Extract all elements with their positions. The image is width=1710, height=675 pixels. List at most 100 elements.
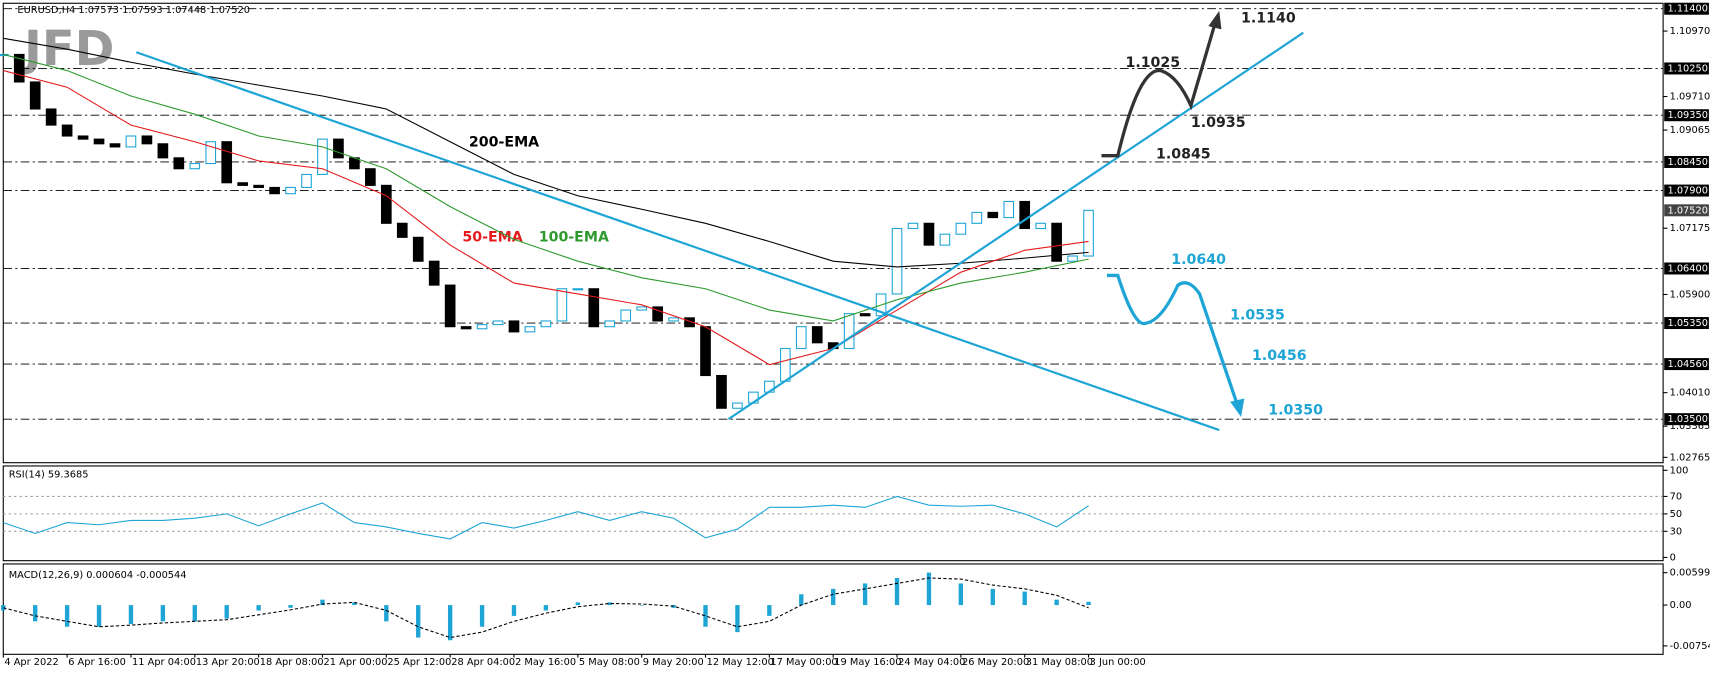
arrow-head: [1230, 398, 1245, 417]
candle: [1019, 200, 1031, 230]
y-tick-label: 1.10970: [1670, 26, 1710, 37]
x-tick-label: 13 Apr 20:00: [196, 657, 260, 668]
x-tick-label: 28 Apr 04:00: [451, 657, 515, 668]
macd-bar: [894, 578, 900, 606]
x-tick-label: 6 Apr 16:00: [68, 657, 126, 668]
candle: [13, 53, 25, 83]
level-label: 1.10250: [1667, 63, 1708, 74]
level-box: [1664, 413, 1709, 426]
candle: [93, 138, 105, 145]
level-annotation: 1.0935: [1191, 115, 1246, 131]
ema-label: 200-EMA: [469, 135, 539, 151]
level-box: [1664, 262, 1709, 275]
y-tick-label: 50: [1670, 509, 1682, 520]
candle: [285, 186, 296, 195]
level-box: [1664, 184, 1709, 197]
y-tick-label: 1.09710: [1670, 92, 1710, 103]
x-tick-label: 19 May 16:00: [834, 657, 901, 668]
candle: [157, 143, 169, 159]
candle: [476, 324, 488, 330]
candle: [971, 211, 983, 224]
candle: [1003, 200, 1015, 219]
ema-line: [3, 37, 1089, 268]
candle: [955, 222, 967, 235]
candle: [859, 313, 871, 317]
macd-bar: [703, 605, 708, 627]
level-box: [1664, 358, 1709, 371]
macd-bar: [288, 605, 293, 608]
macd-bar: [256, 605, 261, 611]
level-label: 1.04560: [1667, 359, 1708, 370]
macd-bar: [767, 605, 772, 616]
candle: [843, 313, 855, 350]
candle: [588, 288, 600, 328]
candle: [652, 306, 663, 322]
scenario-arrow: [1106, 273, 1239, 404]
candle: [269, 186, 280, 195]
arrow-head: [1208, 10, 1222, 30]
candle: [460, 326, 472, 330]
macd-bar: [224, 605, 229, 619]
level-label: 1.06400: [1667, 263, 1708, 274]
drawings: [135, 10, 1304, 432]
candle: [221, 141, 233, 184]
macd-bar: [384, 605, 389, 622]
x-tick-label: 21 Apr 00:00: [324, 657, 388, 668]
candle: [700, 326, 711, 377]
candle: [1051, 222, 1062, 262]
level-box: [1664, 109, 1709, 122]
candle: [923, 222, 935, 246]
y-tick-label: 1.02765: [1670, 452, 1710, 463]
candle: [716, 374, 727, 409]
level-annotation: 1.1140: [1241, 11, 1296, 27]
panel-title: MACD(12,26,9) 0.000604 -0.000544: [9, 570, 187, 581]
macd-bar: [1086, 601, 1091, 606]
x-tick-label: 3 Jun 00:00: [1090, 657, 1146, 668]
candle: [779, 347, 791, 382]
candle: [795, 326, 807, 350]
candle: [29, 81, 41, 110]
candle: [173, 157, 185, 170]
candle: [540, 320, 552, 328]
level-label: 1.11400: [1667, 4, 1708, 15]
macd-bar: [96, 605, 102, 627]
y-tick-label: 1.09065: [1670, 125, 1710, 136]
candle: [444, 284, 456, 328]
level-box: [1664, 62, 1709, 75]
macd-bar: [447, 605, 453, 641]
level-label: 1.05350: [1667, 318, 1708, 329]
x-tick-label: 2 May 16:00: [515, 657, 576, 668]
candle: [253, 184, 264, 188]
candle: [205, 141, 217, 165]
candle: [428, 260, 440, 286]
trend-line: [727, 31, 1304, 421]
candle: [1035, 222, 1047, 230]
macd-bar: [320, 599, 325, 606]
x-tick-label: 18 Apr 08:00: [260, 657, 324, 668]
macd-bar: [639, 605, 644, 606]
y-tick-label: 1.03365: [1670, 421, 1710, 432]
ema-line: [3, 70, 1089, 366]
x-tick-label: 24 May 04:00: [898, 657, 965, 668]
macd-bar: [543, 605, 549, 611]
macd-bar: [831, 588, 836, 606]
candle: [907, 222, 919, 230]
macd-bar: [128, 605, 134, 625]
candle: [1067, 255, 1078, 262]
level-label: 1.09350: [1667, 110, 1708, 121]
y-tick-label: 0: [1670, 552, 1676, 563]
candle: [301, 173, 312, 188]
x-tick-label: 5 May 08:00: [579, 657, 640, 668]
candle: [572, 288, 584, 291]
y-tick-label: 1.07175: [1670, 223, 1710, 234]
candle: [125, 135, 137, 148]
y-tick-label: -0.007541: [1670, 641, 1710, 652]
candle: [987, 211, 999, 219]
x-tick-label: 12 May 12:00: [707, 657, 774, 668]
last-price-label: 1.07520: [1667, 205, 1708, 216]
macd-bar: [1, 605, 6, 611]
candle: [732, 402, 743, 409]
candle: [61, 124, 73, 137]
